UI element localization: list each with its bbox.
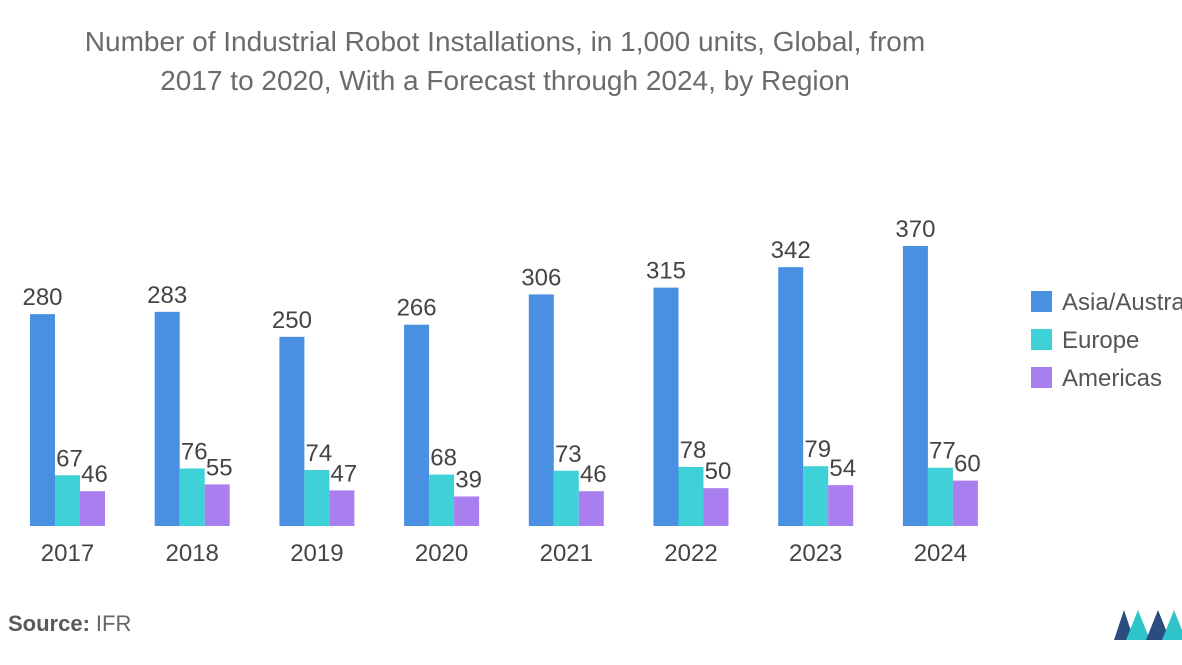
legend-swatch-asia-australia xyxy=(1031,291,1052,312)
legend-swatch-europe xyxy=(1031,329,1052,350)
source-note: Source: IFR xyxy=(8,611,131,637)
data-label-europe-2023: 79 xyxy=(804,436,831,463)
data-label-asia-australia-2017: 280 xyxy=(22,284,62,311)
bar-americas-2021 xyxy=(578,491,604,526)
data-label-asia-australia-2024: 370 xyxy=(895,216,935,243)
data-label-americas-2021: 46 xyxy=(580,461,607,488)
legend-swatch-americas xyxy=(1031,367,1052,388)
data-label-asia-australia-2019: 250 xyxy=(272,307,312,334)
data-label-europe-2024: 77 xyxy=(929,438,956,465)
bar-americas-2024 xyxy=(952,480,978,526)
data-label-asia-australia-2023: 342 xyxy=(771,237,811,264)
data-label-asia-australia-2018: 283 xyxy=(147,282,187,309)
x-tick-label-2018: 2018 xyxy=(166,540,219,567)
bar-asia-australia-2021 xyxy=(528,294,554,526)
data-label-europe-2019: 74 xyxy=(306,440,333,467)
bar-asia-australia-2024 xyxy=(902,246,928,526)
logo-shape-3 xyxy=(1146,610,1170,640)
bar-americas-2019 xyxy=(329,490,355,526)
legend-label-americas: Americas xyxy=(1062,365,1162,392)
bar-europe-2020 xyxy=(429,474,455,526)
chart-title-line-1: Number of Industrial Robot Installations… xyxy=(84,26,926,57)
legend-label-europe: Europe xyxy=(1062,327,1139,354)
bar-europe-2022 xyxy=(678,466,704,526)
data-label-europe-2018: 76 xyxy=(181,438,208,465)
chart-title-line-2: 2017 to 2020, With a Forecast through 20… xyxy=(160,65,850,96)
bar-europe-2019 xyxy=(304,470,330,526)
bar-europe-2024 xyxy=(927,467,953,526)
bar-asia-australia-2022 xyxy=(653,287,679,526)
x-tick-label-2021: 2021 xyxy=(540,540,593,567)
data-label-americas-2020: 39 xyxy=(455,466,482,493)
x-tick-label-2020: 2020 xyxy=(415,540,468,567)
x-tick-label-2022: 2022 xyxy=(664,540,717,567)
bar-americas-2017 xyxy=(80,491,105,526)
bar-americas-2023 xyxy=(828,485,854,526)
data-label-europe-2020: 68 xyxy=(430,445,457,472)
mordor-intelligence-logo xyxy=(1114,610,1182,640)
x-tick-label-2023: 2023 xyxy=(789,540,842,567)
source-value: IFR xyxy=(95,611,132,636)
data-label-americas-2022: 50 xyxy=(705,458,732,485)
data-label-europe-2021: 73 xyxy=(555,441,582,468)
bar-asia-australia-2023 xyxy=(778,267,804,526)
legend-label-asia-australia: Asia/Australia xyxy=(1062,289,1182,316)
data-label-europe-2022: 78 xyxy=(680,437,707,464)
source-label: Source: xyxy=(8,611,90,636)
data-label-europe-2017: 67 xyxy=(56,445,83,472)
data-label-americas-2024: 60 xyxy=(954,451,981,478)
logo-shape-4 xyxy=(1162,610,1182,640)
data-label-americas-2019: 47 xyxy=(331,460,358,487)
data-label-asia-australia-2022: 315 xyxy=(646,258,686,285)
bar-americas-2022 xyxy=(703,488,729,526)
bar-americas-2018 xyxy=(204,484,230,526)
logo-shape-2 xyxy=(1126,610,1150,640)
data-label-americas-2017: 46 xyxy=(81,461,108,488)
data-label-asia-australia-2021: 306 xyxy=(521,264,561,291)
bar-chart: 2806746201728376552018250744720192666839… xyxy=(22,216,1182,567)
bar-europe-2017 xyxy=(55,475,80,526)
bar-americas-2020 xyxy=(454,496,480,526)
bar-asia-australia-2017 xyxy=(30,314,55,526)
x-tick-label-2024: 2024 xyxy=(914,540,967,567)
bar-asia-australia-2020 xyxy=(404,324,430,526)
data-label-americas-2018: 55 xyxy=(206,454,233,481)
bar-asia-australia-2019 xyxy=(279,336,305,526)
x-tick-label-2019: 2019 xyxy=(290,540,343,567)
bar-europe-2021 xyxy=(553,470,579,526)
chart-title: Number of Industrial Robot Installations… xyxy=(0,22,1010,100)
bar-europe-2023 xyxy=(803,466,829,526)
x-tick-label-2017: 2017 xyxy=(41,540,94,567)
bar-asia-australia-2018 xyxy=(154,311,180,526)
bar-europe-2018 xyxy=(179,468,205,526)
data-label-americas-2023: 54 xyxy=(829,455,856,482)
data-label-asia-australia-2020: 266 xyxy=(397,295,437,322)
